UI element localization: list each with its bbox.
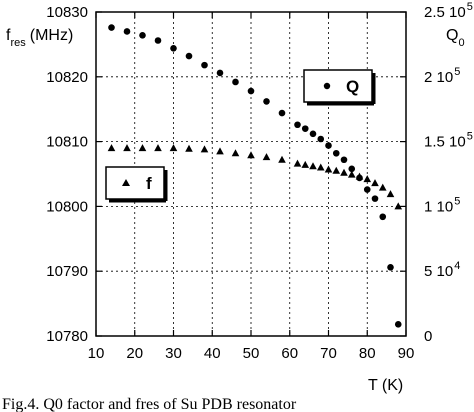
q-data-point (379, 213, 387, 221)
legend-q: Q (303, 69, 376, 106)
f-data-point (340, 168, 348, 176)
q-data-point (232, 78, 239, 86)
q-data-point (170, 44, 177, 52)
x-tick-label: 40 (204, 345, 221, 362)
q-data-point (123, 28, 131, 35)
y-right-tick-label: 2 105 (424, 66, 460, 86)
y-right-tick-label: 1.5 105 (424, 131, 473, 151)
legend-f-box (105, 166, 165, 200)
x-tick-label: 50 (243, 345, 260, 362)
q-data-point (317, 135, 325, 143)
f-data-point (347, 170, 356, 178)
x-tick-label: 90 (398, 345, 415, 362)
x-tick-label: 20 (126, 345, 143, 362)
f-data-point (316, 163, 325, 171)
y-left-tick-label: 10820 (46, 69, 88, 86)
f-data-point (386, 190, 395, 198)
data-points (107, 24, 403, 328)
f-data-point (247, 151, 255, 159)
q-data-point (216, 69, 224, 77)
f-data-point (309, 162, 317, 170)
y-right-axis-title: Q0 (446, 27, 465, 49)
q-data-point (185, 52, 193, 60)
q-data-point (294, 121, 301, 129)
f-data-point (123, 144, 131, 152)
x-axis-title: T (K) (368, 377, 403, 394)
x-tick-label: 10 (88, 345, 105, 362)
x-tick-label: 30 (165, 345, 182, 362)
legend-f-label: f (146, 174, 152, 193)
f-data-point (363, 175, 372, 183)
y-left-tick-label: 10780 (46, 328, 88, 345)
q-data-point (139, 32, 146, 39)
f-data-point (200, 145, 209, 153)
f-data-point (169, 144, 178, 152)
y-right-tick-label: 2.5 105 (424, 1, 473, 21)
y-right-tick-label: 5 104 (424, 260, 460, 280)
y-left-tick-label: 10830 (46, 4, 88, 21)
legend-f-marker (122, 179, 130, 186)
q-data-point (263, 98, 270, 105)
q-data-point (348, 165, 356, 173)
q-data-point (332, 149, 340, 157)
f-data-point (262, 153, 271, 161)
figure-caption: Fig.4. Q0 factor and fres of Su PDB reso… (2, 396, 297, 412)
q-data-point (154, 37, 162, 44)
ticks (95, 11, 407, 337)
q-data-point (371, 195, 379, 202)
legend-q-marker (323, 82, 331, 90)
f-data-point (138, 144, 147, 152)
y-left-tick-label: 10810 (46, 134, 88, 151)
f-data-point (216, 147, 224, 155)
y-right-tick-label: 1 105 (424, 195, 460, 215)
q-data-point (309, 130, 317, 138)
q-data-point (278, 109, 286, 117)
legend-q-label: Q (346, 77, 359, 96)
f-data-point (154, 144, 162, 152)
legend-q-box (303, 69, 373, 103)
q-data-point (340, 156, 348, 164)
f-data-point (332, 166, 341, 174)
f-data-point (185, 144, 193, 152)
f-data-point (371, 179, 379, 187)
y-left-axis-title: fres (MHz) (6, 27, 73, 49)
f-data-point (301, 160, 310, 168)
x-tick-label: 80 (359, 345, 376, 362)
f-data-point (394, 202, 403, 210)
f-data-point (278, 155, 286, 163)
legend-f: f (105, 166, 168, 203)
x-tick-label: 60 (281, 345, 298, 362)
q-data-point (108, 24, 115, 31)
x-tick-label: 70 (320, 345, 337, 362)
f-data-point (107, 144, 116, 152)
q-data-point (363, 186, 371, 193)
q-data-point (356, 174, 363, 182)
tick-labels: 10 20 30 40 50 60 70 80 90 10780 10790 10800 10810 10… (46, 1, 473, 362)
y-left-tick-label: 10800 (46, 198, 88, 215)
f-data-point (378, 183, 387, 191)
f-data-point (293, 159, 302, 167)
q-data-point (301, 125, 309, 132)
q-data-point (394, 321, 402, 328)
f-data-point (231, 149, 240, 157)
q-data-point (247, 87, 255, 95)
f-data-point (324, 165, 333, 173)
q-data-point (387, 264, 394, 271)
q-data-point (201, 61, 208, 69)
y-left-tick-label: 10790 (46, 263, 88, 280)
grid-lines (96, 12, 406, 336)
y-right-tick-label: 0 (424, 328, 432, 345)
q-data-point (325, 142, 332, 149)
